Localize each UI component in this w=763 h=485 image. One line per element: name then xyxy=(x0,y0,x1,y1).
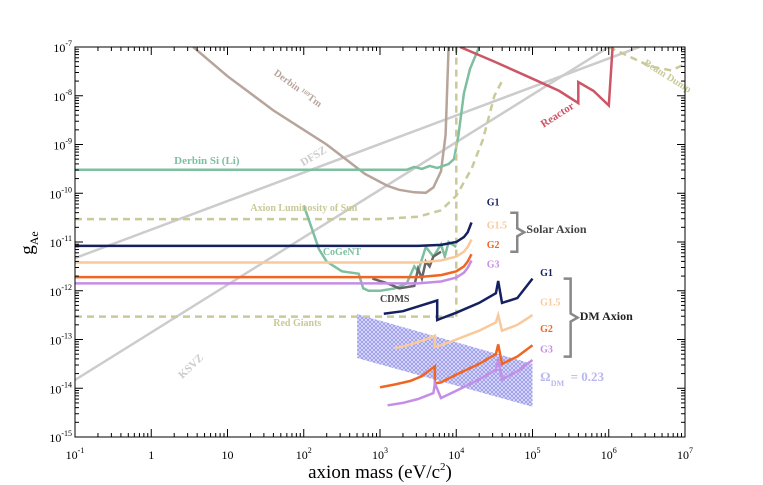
curve-dfsz xyxy=(75,47,640,260)
label-ksvz: KSVZ xyxy=(176,352,206,381)
label-reactor: Reactor xyxy=(539,100,577,130)
label-cogent: CoGeNT xyxy=(323,247,362,258)
x-tick-label: 10-1 xyxy=(66,446,85,462)
x-tick-label: 103 xyxy=(372,446,388,462)
x-tick-label: 104 xyxy=(448,446,464,462)
bracket-layer xyxy=(510,211,581,358)
label-0-23: = 0.23 xyxy=(571,369,605,384)
curve-solar-g2 xyxy=(75,253,473,279)
curve-ksvz xyxy=(75,47,610,382)
label-g3: G3 xyxy=(487,259,500,270)
curve-dm-g3 xyxy=(387,358,534,407)
dark-matter-band-layer xyxy=(357,314,533,407)
x-tick-label: 102 xyxy=(296,446,312,462)
label-dm: DM xyxy=(551,379,565,388)
x-tick-label: 107 xyxy=(677,446,693,462)
omega-dm-band xyxy=(357,314,533,407)
y-tick-label: 10-9 xyxy=(53,137,72,153)
y-tick-label: 10-15 xyxy=(49,429,72,445)
y-tick-label: 10-11 xyxy=(50,234,72,250)
label-beam-dump: Beam Dump xyxy=(642,58,694,96)
curve-derbin-169tm xyxy=(192,47,450,195)
y-axis-title-subscript: Ae xyxy=(27,231,41,245)
label-cdms: CDMS xyxy=(380,294,410,305)
curve-beam-dump xyxy=(608,47,685,72)
label-g2: G2 xyxy=(487,240,500,251)
x-tick-label: 1 xyxy=(148,448,154,462)
curve-cogent xyxy=(302,204,457,293)
label-g1-5: G1.5 xyxy=(487,220,507,231)
y-tick-label: 10-12 xyxy=(49,283,72,299)
label-g3: G3 xyxy=(540,345,553,356)
curve-solar-luminosity xyxy=(75,80,504,221)
label-g2: G2 xyxy=(540,324,553,335)
label-g1: G1 xyxy=(487,197,500,208)
tick-layer xyxy=(74,46,686,438)
y-tick-label: 10-8 xyxy=(53,88,72,104)
curve-solar-g3 xyxy=(75,259,473,285)
x-axis-title-superscript: 2 xyxy=(440,461,446,473)
curve-dm-g1 xyxy=(383,277,534,322)
curve-dm-g2 xyxy=(379,344,534,389)
y-tick-label: 10-10 xyxy=(49,185,72,201)
curve-layer xyxy=(75,47,685,407)
curve-derbin-si-li xyxy=(75,47,481,172)
tick-label-layer: 10-1 1 10 102 103 104 105 106 10710-1510-1410-13… xyxy=(49,39,693,462)
label-dm-axion: DM Axion xyxy=(580,309,633,323)
curve-dm-g1-5 xyxy=(394,310,534,350)
x-axis-title: axion mass (eV/c2) xyxy=(308,461,452,483)
x-axis-title-end: ) xyxy=(446,462,452,483)
label-red-giants: Red Giants xyxy=(273,318,321,329)
label-g1-5: G1.5 xyxy=(540,297,560,308)
group-bracket xyxy=(563,277,581,358)
label-derbin-si-li: Derbin Si (Li) xyxy=(174,155,240,167)
x-tick-label: 106 xyxy=(601,446,617,462)
y-tick-label: 10-7 xyxy=(53,39,72,55)
x-tick-label: 10 xyxy=(222,448,234,462)
label-derbin-tm: Derbin ¹⁶⁹Tm xyxy=(272,68,325,110)
y-axis-title: gAe xyxy=(17,231,41,255)
label-g1: G1 xyxy=(540,268,553,279)
label-axion-luminosity-of-sun: Axion Luminosity of Sun xyxy=(250,203,357,214)
curve-reactor xyxy=(459,47,614,109)
y-tick-label: 10-14 xyxy=(49,380,72,396)
y-tick-label: 10-13 xyxy=(49,332,72,348)
curve-solar-g1 xyxy=(75,222,473,248)
label-solar-axion: Solar Axion xyxy=(526,222,586,236)
x-tick-label: 105 xyxy=(525,446,541,462)
label-: Ω xyxy=(540,369,550,384)
group-bracket xyxy=(510,211,527,253)
curve-solar-g1-5 xyxy=(75,239,473,264)
